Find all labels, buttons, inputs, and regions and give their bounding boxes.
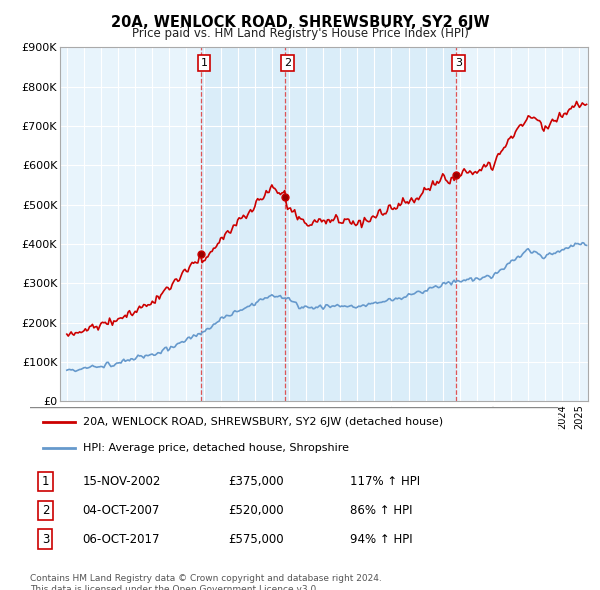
- Text: £375,000: £375,000: [229, 475, 284, 488]
- Text: 2: 2: [284, 58, 291, 68]
- Text: 04-OCT-2007: 04-OCT-2007: [82, 504, 160, 517]
- Text: 94% ↑ HPI: 94% ↑ HPI: [350, 533, 413, 546]
- Text: £520,000: £520,000: [229, 504, 284, 517]
- Text: Contains HM Land Registry data © Crown copyright and database right 2024.
This d: Contains HM Land Registry data © Crown c…: [30, 575, 382, 590]
- Text: HPI: Average price, detached house, Shropshire: HPI: Average price, detached house, Shro…: [83, 443, 349, 453]
- Text: 20A, WENLOCK ROAD, SHREWSBURY, SY2 6JW: 20A, WENLOCK ROAD, SHREWSBURY, SY2 6JW: [110, 15, 490, 30]
- Text: Price paid vs. HM Land Registry's House Price Index (HPI): Price paid vs. HM Land Registry's House …: [131, 27, 469, 40]
- Text: 2: 2: [42, 504, 49, 517]
- FancyBboxPatch shape: [25, 407, 563, 464]
- Text: 06-OCT-2017: 06-OCT-2017: [82, 533, 160, 546]
- Text: 1: 1: [42, 475, 49, 488]
- Text: 3: 3: [455, 58, 462, 68]
- Text: 3: 3: [42, 533, 49, 546]
- Text: 86% ↑ HPI: 86% ↑ HPI: [350, 504, 413, 517]
- Text: £575,000: £575,000: [229, 533, 284, 546]
- Text: 20A, WENLOCK ROAD, SHREWSBURY, SY2 6JW (detached house): 20A, WENLOCK ROAD, SHREWSBURY, SY2 6JW (…: [83, 417, 443, 427]
- Text: 15-NOV-2002: 15-NOV-2002: [82, 475, 161, 488]
- Bar: [202, 47, 456, 401]
- Text: 117% ↑ HPI: 117% ↑ HPI: [350, 475, 420, 488]
- Text: 1: 1: [200, 58, 208, 68]
